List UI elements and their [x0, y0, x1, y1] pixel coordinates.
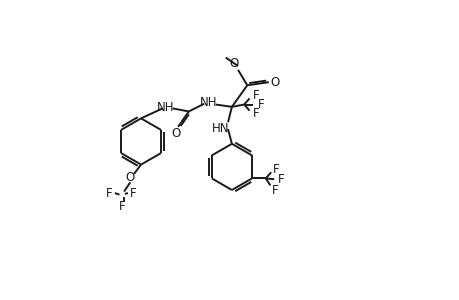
Text: F: F	[271, 184, 278, 196]
Text: HN: HN	[211, 122, 229, 135]
Text: F: F	[273, 163, 279, 176]
Text: O: O	[270, 76, 279, 89]
Text: NH: NH	[200, 97, 217, 110]
Text: NH: NH	[157, 101, 174, 114]
Text: F: F	[105, 187, 112, 200]
Text: F: F	[277, 173, 284, 187]
Text: O: O	[171, 127, 180, 140]
Text: O: O	[125, 171, 134, 184]
Text: F: F	[252, 107, 258, 120]
Text: F: F	[118, 200, 125, 213]
Text: F: F	[252, 89, 258, 102]
Text: O: O	[229, 57, 238, 70]
Text: F: F	[257, 98, 264, 111]
Text: F: F	[130, 187, 136, 200]
